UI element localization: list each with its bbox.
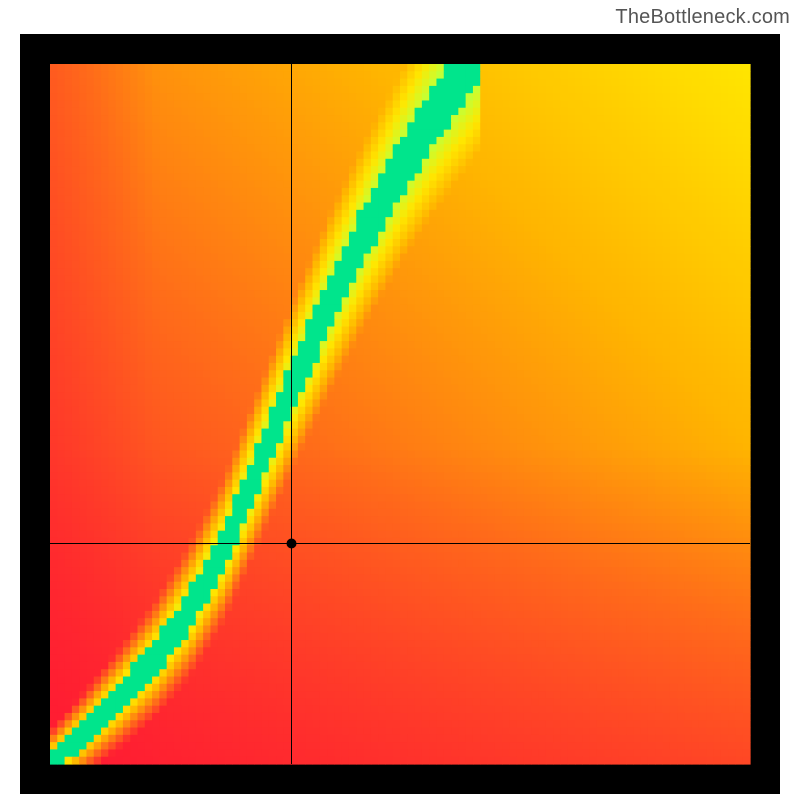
crosshair-dot xyxy=(287,539,297,549)
watermark-text: TheBottleneck.com xyxy=(615,6,790,29)
heatmap-svg xyxy=(20,34,780,794)
plot-frame xyxy=(20,34,780,794)
heatmap-cells xyxy=(50,64,751,765)
